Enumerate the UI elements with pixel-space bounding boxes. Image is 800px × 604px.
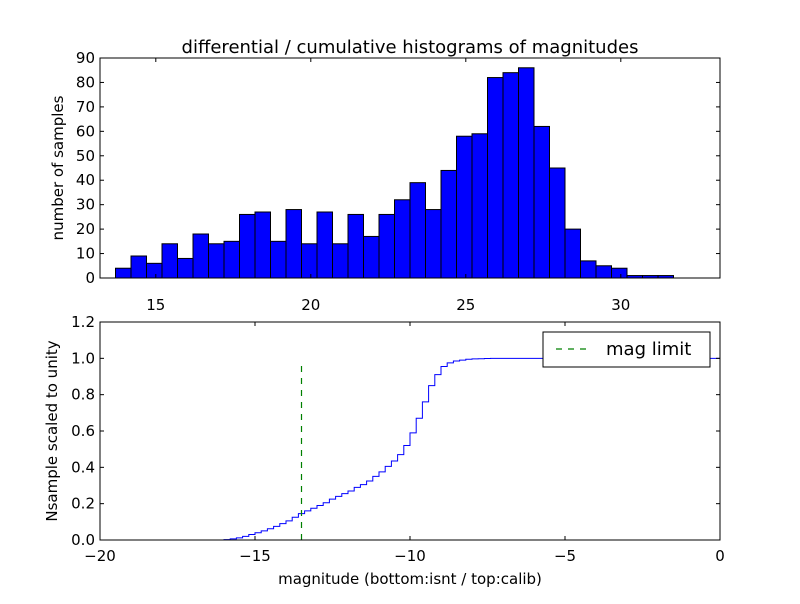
bottom-y-tick-label: 1.2 — [71, 313, 95, 331]
histogram-bar — [409, 182, 426, 279]
histogram-bar — [580, 260, 597, 279]
histogram-bar — [192, 233, 209, 279]
top-y-tick-label: 30 — [76, 196, 95, 214]
histogram-bar — [254, 211, 271, 279]
top-y-axis-label: number of samples — [49, 95, 67, 240]
bottom-y-tick-label: 0.6 — [71, 422, 95, 440]
bottom-x-tick-label: −15 — [239, 547, 271, 565]
bottom-y-tick-label: 0.2 — [71, 495, 95, 513]
histogram-bar — [564, 228, 581, 279]
top-histogram-panel: differential / cumulative histograms of … — [49, 37, 721, 314]
histogram-bar — [363, 235, 380, 279]
top-x-tick-label: 30 — [611, 296, 630, 314]
histogram-bar — [239, 213, 256, 279]
histogram-bar — [456, 135, 473, 279]
histogram-bar — [285, 209, 302, 279]
histogram-bar — [440, 169, 457, 279]
bottom-y-axis-label: Nsample scaled to unity — [43, 340, 61, 521]
histogram-bar — [549, 167, 566, 279]
top-x-tick-label: 20 — [301, 296, 320, 314]
histogram-bar — [533, 125, 550, 279]
bottom-y-tick-label: 0.4 — [71, 458, 95, 476]
top-x-tick-label: 25 — [456, 296, 475, 314]
histogram-bar — [518, 67, 535, 279]
histogram-bar — [502, 72, 519, 279]
histogram-bar — [208, 243, 225, 279]
cumulative-step-line — [100, 357, 721, 541]
top-y-tick-label: 90 — [76, 49, 95, 67]
histogram-bar — [301, 243, 318, 279]
top-y-tick-label: 10 — [76, 245, 95, 263]
histogram-bar — [223, 240, 240, 279]
bottom-x-tick-label: −20 — [84, 547, 116, 565]
histogram-bar — [316, 211, 333, 279]
top-x-tick-label: 15 — [146, 296, 165, 314]
top-y-tick-label: 60 — [76, 122, 95, 140]
histogram-bar — [378, 213, 395, 279]
bottom-x-tick-label: 0 — [715, 547, 725, 565]
histogram-bar — [471, 133, 488, 279]
histogram-bar — [595, 265, 612, 279]
bottom-cumulative-panel: 0.0 0.2 0.4 0.6 0.8 1.0 1.2 −20 −15 −10 −5 0 magni… — [43, 313, 725, 588]
bottom-y-tick-label: 1.0 — [71, 349, 95, 367]
legend: mag limit — [542, 331, 711, 368]
bottom-y-ticks: 0.0 0.2 0.4 0.6 0.8 1.0 1.2 — [71, 313, 720, 549]
histogram-bar — [611, 267, 628, 279]
chart-title: differential / cumulative histograms of … — [182, 37, 639, 58]
top-y-tick-label: 70 — [76, 98, 95, 116]
top-y-ticks: 0 10 20 30 40 50 60 70 80 90 — [76, 49, 720, 287]
top-y-tick-label: 0 — [85, 269, 95, 287]
histogram-bar — [177, 257, 194, 279]
histogram-bar — [347, 213, 364, 279]
top-axes-frame — [99, 57, 721, 279]
bottom-y-tick-label: 0.8 — [71, 386, 95, 404]
top-y-tick-label: 80 — [76, 73, 95, 91]
histogram-bar — [487, 77, 504, 279]
bottom-x-tick-label: −5 — [554, 547, 576, 565]
top-y-tick-label: 20 — [76, 220, 95, 238]
legend-mag-limit-label: mag limit — [606, 339, 691, 360]
bottom-x-tick-label: −10 — [394, 547, 426, 565]
histogram-bar — [394, 199, 411, 279]
bottom-y-tick-label: 0.0 — [71, 531, 95, 549]
top-x-ticks: 15 20 25 30 — [146, 58, 630, 314]
bottom-lines-group — [100, 357, 721, 541]
top-y-tick-label: 50 — [76, 147, 95, 165]
histogram-bar — [270, 240, 287, 279]
histogram-bar — [332, 243, 349, 279]
top-bars-group — [115, 67, 674, 279]
histogram-bar — [130, 255, 147, 279]
histogram-bar — [146, 262, 163, 279]
histogram-bar — [161, 243, 178, 279]
histogram-bar — [425, 209, 442, 279]
top-y-tick-label: 40 — [76, 171, 95, 189]
bottom-x-axis-label: magnitude (bottom:isnt / top:calib) — [278, 570, 542, 588]
histogram-bar — [115, 267, 132, 279]
bottom-x-ticks: −20 −15 −10 −5 0 — [84, 322, 725, 565]
